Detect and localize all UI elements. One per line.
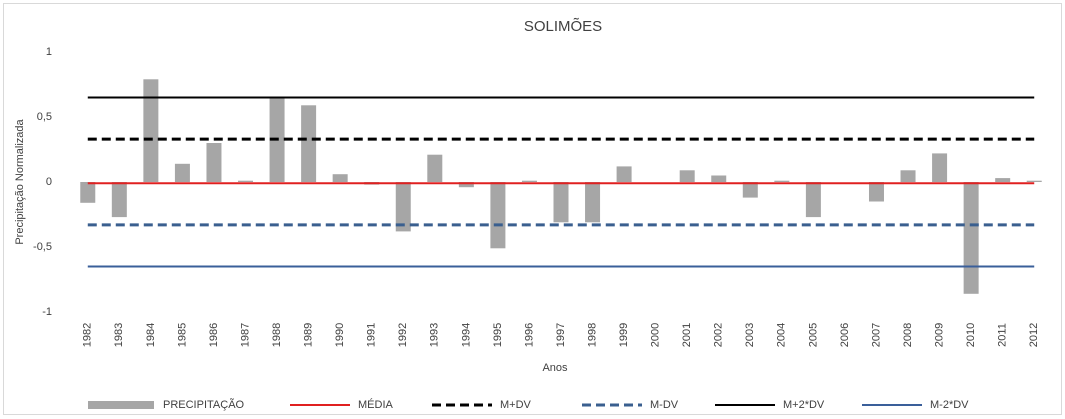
bar [711, 175, 727, 182]
bar [143, 79, 159, 182]
legend-label: M-DV [650, 399, 679, 411]
y-tick-label: 0 [46, 176, 52, 188]
bar [805, 182, 821, 218]
x-tick-label: 2009 [933, 323, 945, 347]
x-axis-label: Anos [542, 362, 568, 374]
x-tick-label: 2011 [997, 323, 1009, 347]
x-tick-label: 2000 [650, 323, 662, 347]
legend-label: PRECIPITAÇÃO [163, 398, 245, 411]
x-tick-label: 1994 [460, 323, 472, 347]
bar [174, 163, 190, 182]
bar [900, 170, 916, 182]
x-tick-label: 1999 [618, 323, 630, 347]
bar [490, 182, 506, 249]
bar [553, 182, 569, 223]
x-tick-label: 1998 [586, 323, 598, 347]
x-tick-label: 2005 [807, 323, 819, 347]
legend-label: M+2*DV [783, 399, 825, 411]
x-tick-label: 1993 [429, 323, 441, 347]
x-tick-label: 1988 [271, 323, 283, 347]
x-tick-label: 2003 [744, 323, 756, 347]
bar [80, 182, 96, 203]
chart-frame [3, 3, 1062, 415]
x-tick-label: 1984 [145, 323, 157, 347]
x-tick-label: 1992 [397, 323, 409, 347]
x-tick-label: 2004 [776, 323, 788, 347]
bar [932, 153, 948, 182]
x-tick-label: 1983 [113, 323, 125, 347]
bar [963, 182, 979, 294]
bar [995, 178, 1011, 182]
x-tick-label: 1982 [82, 323, 94, 347]
bar [458, 182, 474, 188]
y-axis-label: Precipitação Normalizada [14, 118, 26, 244]
bar [395, 182, 411, 232]
y-tick-label: 1 [46, 46, 52, 58]
x-tick-label: 1995 [492, 323, 504, 347]
x-tick-label: 1989 [303, 323, 315, 347]
x-tick-label: 1985 [176, 323, 188, 347]
bar [332, 174, 348, 182]
bar [427, 154, 443, 182]
bar [206, 143, 222, 182]
x-tick-label: 2007 [870, 323, 882, 347]
x-tick-label: 2002 [713, 323, 725, 347]
x-tick-label: 1986 [208, 323, 220, 347]
bar [521, 180, 537, 182]
bar [238, 180, 254, 182]
x-tick-label: 2008 [902, 323, 914, 347]
bar [585, 182, 601, 223]
y-tick-label: -1 [42, 306, 52, 318]
x-tick-label: 2006 [839, 323, 851, 347]
bar [1026, 180, 1042, 182]
x-tick-label: 1996 [523, 323, 535, 347]
x-tick-label: 2001 [681, 323, 693, 347]
bar [742, 182, 758, 198]
bar [679, 170, 695, 182]
legend-swatch [88, 401, 154, 409]
chart-title: SOLIMÕES [524, 18, 602, 35]
x-tick-label: 1987 [239, 323, 251, 347]
bar [616, 166, 632, 182]
legend-label: M+DV [500, 399, 532, 411]
x-tick-label: 1991 [366, 323, 378, 347]
x-tick-label: 1997 [555, 323, 567, 347]
bar [111, 182, 127, 218]
x-tick-label: 1990 [334, 323, 346, 347]
x-tick-label: 2010 [965, 323, 977, 347]
y-tick-label: -0,5 [33, 241, 52, 253]
x-tick-label: 2012 [1028, 323, 1040, 347]
bar [868, 182, 884, 202]
legend-label: MÉDIA [358, 398, 394, 411]
legend-label: M-2*DV [930, 399, 969, 411]
bar [774, 180, 790, 182]
y-tick-label: 0,5 [37, 111, 52, 123]
bar [301, 105, 317, 182]
